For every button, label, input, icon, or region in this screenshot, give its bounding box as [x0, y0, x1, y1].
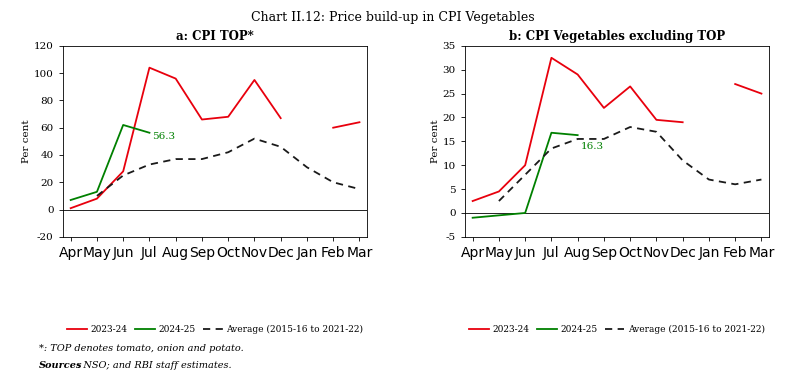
- Text: *: TOP denotes tomato, onion and potato.: *: TOP denotes tomato, onion and potato.: [39, 344, 244, 353]
- Title: b: CPI Vegetables excluding TOP: b: CPI Vegetables excluding TOP: [509, 30, 725, 43]
- Text: Sources: Sources: [39, 361, 82, 370]
- Legend: 2023-24, 2024-25, Average (2015-16 to 2021-22): 2023-24, 2024-25, Average (2015-16 to 20…: [64, 322, 367, 338]
- Text: : NSO; and RBI staff estimates.: : NSO; and RBI staff estimates.: [77, 361, 232, 370]
- Title: a: CPI TOP*: a: CPI TOP*: [176, 30, 254, 43]
- Legend: 2023-24, 2024-25, Average (2015-16 to 2021-22): 2023-24, 2024-25, Average (2015-16 to 20…: [466, 322, 769, 338]
- Y-axis label: Per cent: Per cent: [431, 120, 440, 163]
- Text: 16.3: 16.3: [580, 141, 604, 151]
- Y-axis label: Per cent: Per cent: [22, 120, 31, 163]
- Text: 56.3: 56.3: [152, 132, 175, 141]
- Text: Chart II.12: Price build-up in CPI Vegetables: Chart II.12: Price build-up in CPI Veget…: [250, 11, 535, 24]
- Text: Sources: NSO; and RBI staff estimates.: Sources: NSO; and RBI staff estimates.: [0, 381, 1, 382]
